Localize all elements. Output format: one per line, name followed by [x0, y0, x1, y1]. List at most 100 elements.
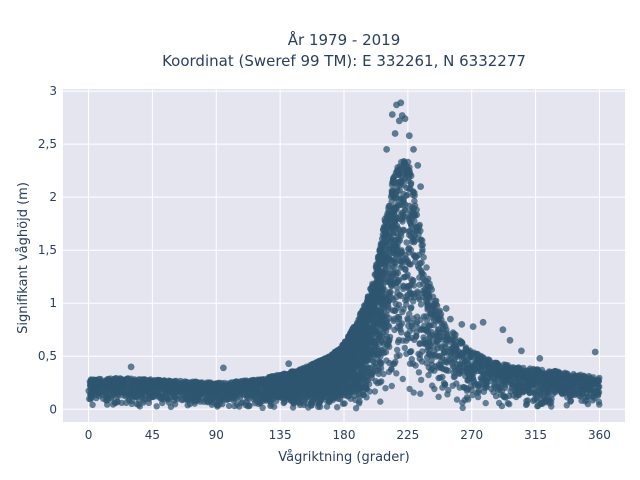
data-point	[383, 341, 391, 348]
data-point	[184, 402, 191, 409]
data-point	[170, 397, 178, 404]
data-point	[547, 399, 555, 406]
data-point	[395, 248, 402, 255]
data-point	[561, 371, 568, 378]
data-point	[469, 374, 477, 382]
data-point	[482, 399, 489, 407]
data-point	[328, 354, 335, 361]
data-point	[307, 402, 315, 409]
data-point	[390, 249, 397, 256]
data-point	[588, 386, 595, 394]
data-point	[245, 395, 252, 403]
data-point	[236, 403, 243, 410]
data-point	[264, 385, 272, 393]
data-point	[369, 283, 376, 290]
data-point	[456, 362, 464, 369]
data-point	[389, 307, 397, 314]
data-point	[528, 379, 535, 387]
data-point	[375, 351, 383, 358]
data-point	[453, 396, 461, 403]
data-point	[354, 371, 361, 378]
data-point	[467, 382, 475, 390]
data-point	[249, 388, 257, 395]
data-point	[198, 386, 205, 393]
data-point	[347, 356, 354, 363]
data-point	[323, 403, 331, 410]
data-point	[402, 297, 409, 304]
data-point	[382, 218, 389, 225]
data-point	[397, 232, 405, 240]
data-point	[405, 244, 413, 252]
data-point	[357, 309, 365, 317]
data-point	[303, 384, 310, 391]
data-point	[381, 237, 388, 244]
data-point	[449, 382, 456, 389]
data-point	[237, 393, 244, 401]
data-point	[419, 246, 426, 253]
data-point	[424, 328, 431, 336]
data-point	[470, 367, 477, 375]
data-point	[402, 201, 409, 208]
data-point	[267, 402, 274, 410]
data-point	[410, 189, 417, 196]
data-point	[473, 389, 480, 396]
data-point	[434, 345, 441, 352]
data-point	[418, 376, 425, 384]
data-point	[576, 388, 584, 395]
data-point	[152, 382, 159, 389]
data-point	[394, 277, 402, 284]
data-point	[404, 168, 411, 176]
data-point	[500, 392, 507, 399]
data-point	[416, 355, 423, 362]
data-point	[374, 271, 381, 279]
data-point	[388, 382, 395, 390]
data-point	[400, 282, 407, 289]
data-point	[461, 396, 469, 404]
data-point	[556, 383, 564, 390]
data-point	[411, 232, 419, 239]
data-point	[520, 374, 527, 381]
data-point	[308, 397, 315, 404]
data-point	[412, 362, 419, 369]
data-point	[417, 390, 424, 397]
data-point	[406, 385, 413, 393]
data-point	[460, 383, 467, 391]
data-point	[406, 231, 413, 239]
data-point	[385, 253, 393, 260]
data-point	[410, 209, 417, 217]
data-point	[584, 400, 592, 408]
data-point	[398, 329, 405, 336]
data-point	[214, 403, 221, 410]
data-point	[396, 226, 403, 234]
data-point	[416, 274, 423, 281]
data-point	[140, 397, 147, 404]
data-point	[327, 384, 334, 391]
data-point	[365, 324, 372, 331]
data-point	[256, 399, 264, 406]
data-point	[135, 401, 142, 408]
data-point	[301, 393, 308, 400]
data-point	[377, 256, 384, 263]
data-point	[388, 282, 396, 289]
data-point	[526, 389, 534, 396]
data-point	[435, 374, 442, 382]
data-point	[376, 277, 383, 284]
data-point	[312, 391, 320, 398]
data-point	[459, 404, 466, 412]
data-point	[198, 381, 206, 388]
data-point	[462, 344, 470, 351]
data-point	[411, 294, 418, 301]
data-point	[419, 237, 426, 244]
data-point	[403, 239, 410, 246]
data-point	[403, 331, 411, 338]
data-point	[433, 318, 440, 325]
data-point	[371, 388, 379, 395]
data-point	[400, 306, 407, 313]
data-point	[352, 405, 360, 412]
data-point	[382, 335, 389, 343]
data-point	[372, 363, 379, 371]
data-point	[452, 367, 459, 374]
data-point	[539, 378, 547, 385]
data-point	[464, 365, 471, 372]
data-point	[416, 296, 423, 303]
